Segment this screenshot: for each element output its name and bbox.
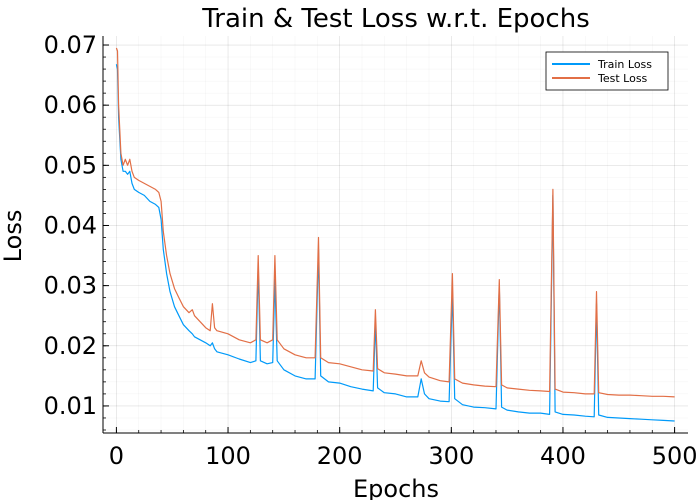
x-tick-label: 200	[317, 442, 363, 470]
x-tick-label: 0	[109, 442, 124, 470]
y-tick-label: 0.03	[44, 272, 97, 300]
x-tick-label: 100	[205, 442, 251, 470]
series-line-train-loss	[115, 64, 675, 422]
series-line-test-loss	[115, 47, 675, 398]
y-axis-title: Loss	[0, 210, 27, 263]
x-tick-label: 300	[428, 442, 474, 470]
x-axis-title: Epochs	[353, 475, 439, 500]
chart-title: Train & Test Loss w.r.t. Epochs	[201, 4, 590, 34]
x-tick-label: 500	[652, 442, 698, 470]
legend-label: Train Loss	[597, 58, 652, 71]
y-tick-label: 0.05	[44, 151, 97, 179]
series-lines	[115, 47, 675, 422]
axes: 0 100 200 300 400 500 0.01 0.02 0.03 0.04 0.05 0.06…	[44, 31, 698, 470]
x-tick-label: 400	[540, 442, 586, 470]
legend-label: Test Loss	[597, 72, 648, 85]
y-tick-label: 0.01	[44, 392, 97, 420]
grid	[103, 36, 688, 433]
y-tick-label: 0.06	[44, 91, 97, 119]
legend-box	[545, 51, 669, 91]
y-tick-label: 0.02	[44, 332, 97, 360]
y-tick-label: 0.04	[44, 211, 97, 239]
y-tick-label: 0.07	[44, 31, 97, 59]
